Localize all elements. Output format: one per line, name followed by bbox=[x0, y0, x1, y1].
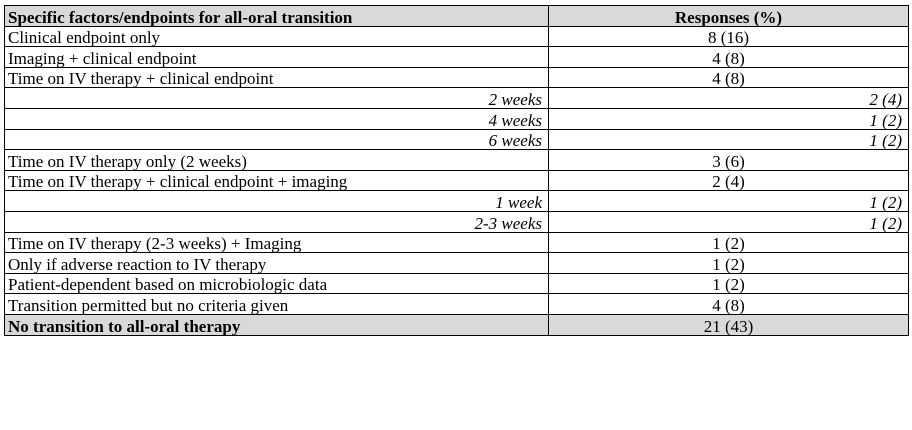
table-subrow: 2-3 weeks 1 (2) bbox=[4, 210, 909, 233]
subfactor-cell: 4 weeks bbox=[4, 107, 549, 130]
response-cell: 1 (2) bbox=[548, 252, 909, 274]
table-subrow: 2 weeks 2 (4) bbox=[4, 87, 909, 109]
footer-factor-cell: No transition to all-oral therapy bbox=[4, 313, 549, 336]
subresponse-cell: 1 (2) bbox=[548, 210, 909, 233]
table-row: Clinical endpoint only 8 (16) bbox=[4, 25, 909, 48]
table-subrow: 4 weeks 1 (2) bbox=[4, 107, 909, 130]
response-cell: 4 (8) bbox=[548, 293, 909, 315]
table-row: Time on IV therapy + clinical endpoint +… bbox=[4, 169, 909, 192]
subfactor-cell: 2 weeks bbox=[4, 87, 549, 109]
factor-cell: Transition permitted but no criteria giv… bbox=[4, 293, 549, 315]
table-header-row: Specific factors/endpoints for all-oral … bbox=[4, 5, 909, 27]
factor-cell: Only if adverse reaction to IV therapy bbox=[4, 252, 549, 274]
table-row: Only if adverse reaction to IV therapy 1… bbox=[4, 252, 909, 274]
factor-cell: Time on IV therapy + clinical endpoint +… bbox=[4, 169, 549, 192]
subfactor-cell: 2-3 weeks bbox=[4, 210, 549, 233]
column-header-factors: Specific factors/endpoints for all-oral … bbox=[4, 5, 549, 27]
response-cell: 4 (8) bbox=[548, 46, 909, 68]
subresponse-cell: 1 (2) bbox=[548, 190, 909, 212]
table-subrow: 1 week 1 (2) bbox=[4, 190, 909, 212]
response-cell: 4 (8) bbox=[548, 66, 909, 89]
subresponse-cell: 2 (4) bbox=[548, 87, 909, 109]
subresponse-cell: 1 (2) bbox=[548, 107, 909, 130]
table-row: Imaging + clinical endpoint 4 (8) bbox=[4, 46, 909, 68]
factor-cell: Time on IV therapy only (2 weeks) bbox=[4, 149, 549, 171]
subfactor-cell: 6 weeks bbox=[4, 128, 549, 151]
table-row: Time on IV therapy only (2 weeks) 3 (6) bbox=[4, 149, 909, 171]
factor-cell: Time on IV therapy (2-3 weeks) + Imaging bbox=[4, 231, 549, 254]
responses-table: Specific factors/endpoints for all-oral … bbox=[4, 5, 909, 336]
response-cell: 1 (2) bbox=[548, 231, 909, 254]
table-row: Time on IV therapy (2-3 weeks) + Imaging… bbox=[4, 231, 909, 254]
factor-cell: Patient-dependent based on microbiologic… bbox=[4, 272, 549, 295]
response-cell: 2 (4) bbox=[548, 169, 909, 192]
table-row: Patient-dependent based on microbiologic… bbox=[4, 272, 909, 295]
table-subrow: 6 weeks 1 (2) bbox=[4, 128, 909, 151]
subfactor-cell: 1 week bbox=[4, 190, 549, 212]
response-cell: 1 (2) bbox=[548, 272, 909, 295]
table-row: Time on IV therapy + clinical endpoint 4… bbox=[4, 66, 909, 89]
table-row: Transition permitted but no criteria giv… bbox=[4, 293, 909, 315]
factor-cell: Imaging + clinical endpoint bbox=[4, 46, 549, 68]
table-footer-row: No transition to all-oral therapy 21 (43… bbox=[4, 313, 909, 336]
footer-response-cell: 21 (43) bbox=[548, 313, 909, 336]
column-header-responses: Responses (%) bbox=[548, 5, 909, 27]
response-cell: 8 (16) bbox=[548, 25, 909, 48]
response-cell: 3 (6) bbox=[548, 149, 909, 171]
factor-cell: Clinical endpoint only bbox=[4, 25, 549, 48]
subresponse-cell: 1 (2) bbox=[548, 128, 909, 151]
factor-cell: Time on IV therapy + clinical endpoint bbox=[4, 66, 549, 89]
